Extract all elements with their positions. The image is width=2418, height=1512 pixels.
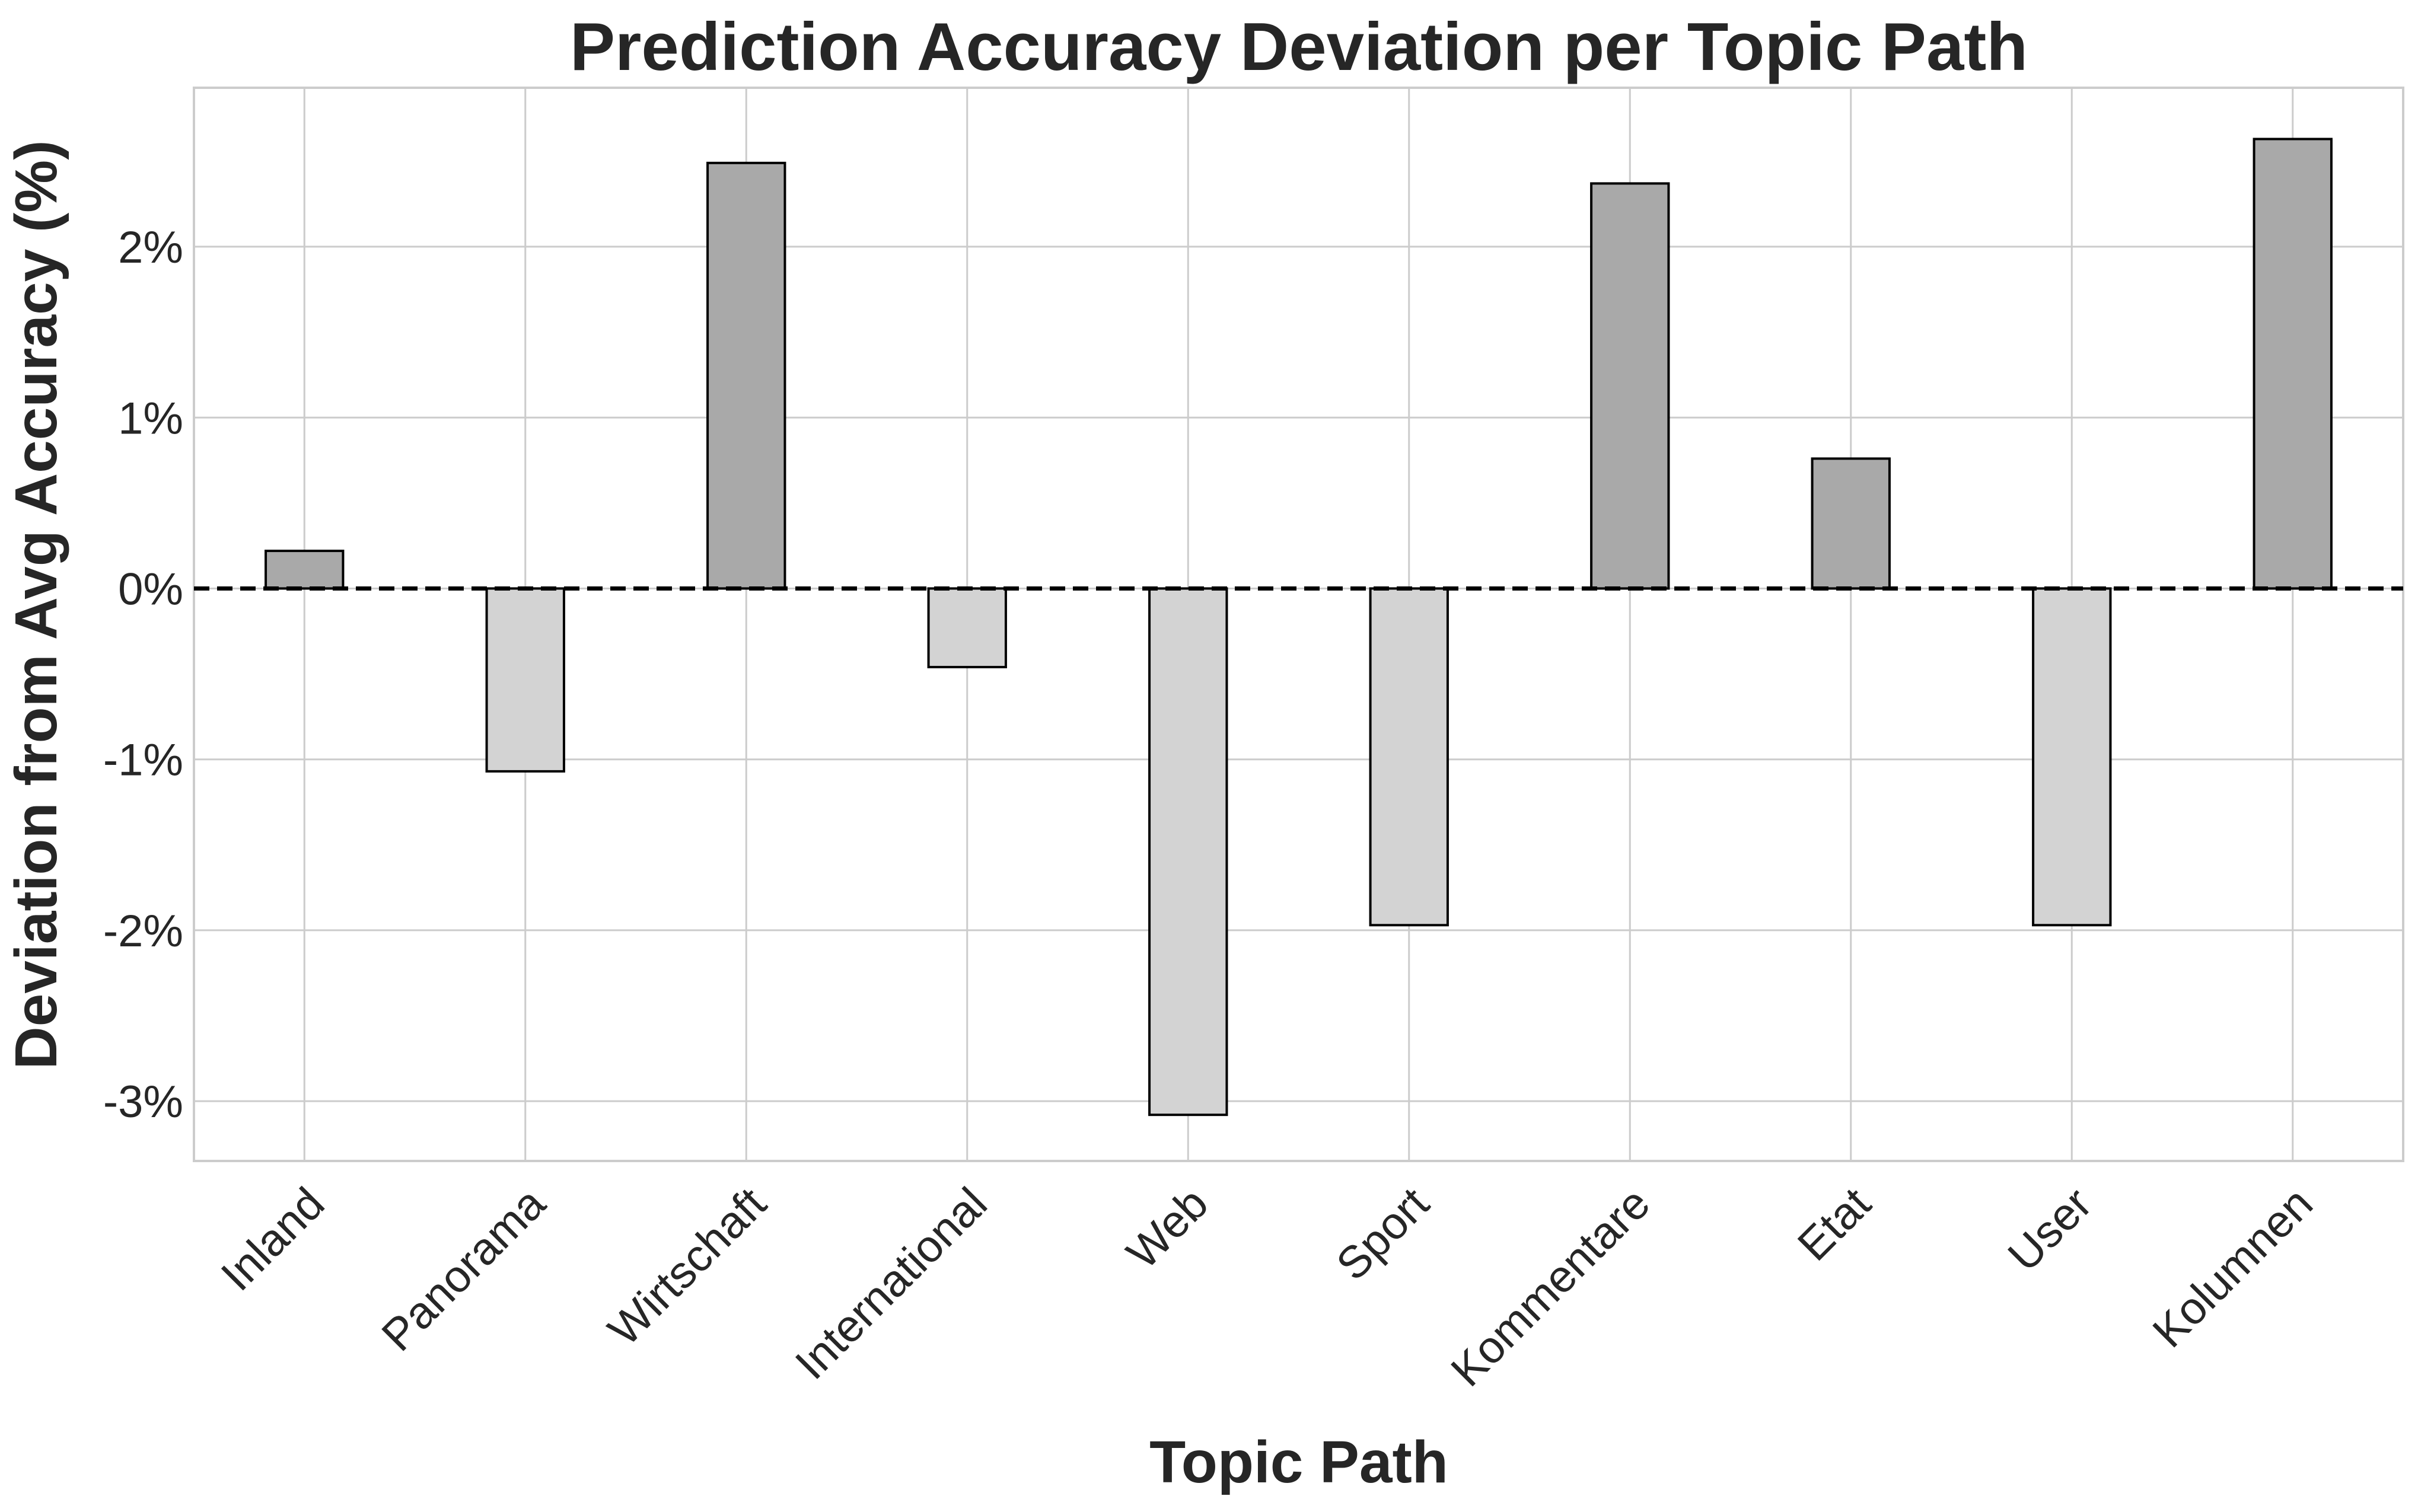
x-tick-labels: Inland Panorama Wirtschaft International Web… — [212, 1178, 2323, 1396]
x-tick-label-inland: Inland — [212, 1178, 334, 1301]
bar-wirtschaft — [706, 161, 786, 590]
plot-frame — [193, 87, 2404, 1162]
x-tick-label-wirtschaft: Wirtschaft — [598, 1178, 776, 1355]
x-tick-label-etat: Etat — [1788, 1178, 1881, 1271]
bar-web — [1148, 587, 1228, 1117]
x-axis-label: Topic Path — [1149, 1429, 1448, 1495]
chart-title: Prediction Accuracy Deviation per Topic … — [570, 9, 2028, 85]
y-tick-label: -2% — [103, 906, 183, 956]
x-tick-label-user: User — [1999, 1178, 2102, 1281]
y-tick-label: 1% — [118, 393, 183, 444]
x-tick-label-sport: Sport — [1327, 1178, 1439, 1290]
bar-international — [927, 587, 1007, 669]
y-tick-labels: -3% -2% -1% 0% 1% 2% — [103, 222, 183, 1127]
x-tick-label-kolumnen: Kolumnen — [2143, 1178, 2323, 1357]
bar-user — [2032, 587, 2112, 927]
y-tick-label: 0% — [118, 564, 183, 614]
bar-sport — [1369, 587, 1449, 927]
bar-etat — [1811, 457, 1891, 590]
y-tick-label: -3% — [103, 1077, 183, 1127]
x-tick-label-kommentare: Kommentare — [1442, 1178, 1660, 1396]
bar-panorama — [485, 587, 565, 773]
y-tick-label: 2% — [118, 222, 183, 273]
y-tick-label: -1% — [103, 735, 183, 786]
x-tick-label-web: Web — [1117, 1178, 1218, 1279]
bar-inland — [265, 550, 345, 590]
y-axis-label: Deviation from Avg Accuracy (%) — [3, 140, 69, 1069]
x-tick-label-panorama: Panorama — [372, 1178, 556, 1361]
bars — [265, 138, 2333, 1117]
bar-kommentare — [1590, 182, 1670, 590]
x-tick-label-international: International — [786, 1178, 997, 1389]
bar-kolumnen — [2253, 138, 2333, 590]
